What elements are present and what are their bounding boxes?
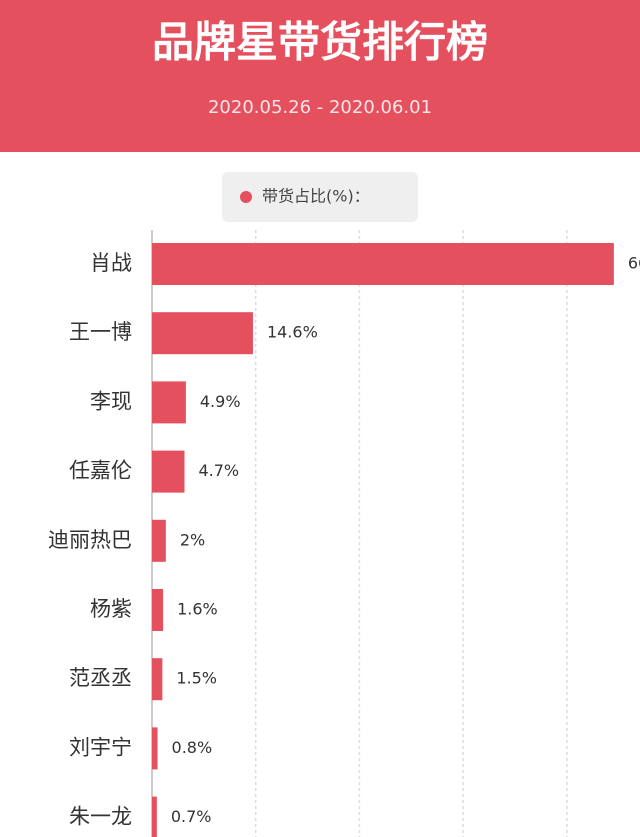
y-tick-label: 刘宇宁 — [69, 735, 132, 759]
subtitle: 2020.05.26 - 2020.06.01 — [208, 97, 432, 118]
legend-box — [222, 172, 418, 222]
value-label: 1.5% — [176, 669, 217, 688]
bar — [152, 243, 614, 285]
value-label: 1.6% — [177, 600, 218, 619]
plot: 肖战 66.8% 王一博 14.6% 李现 4.9% 任嘉伦 4.7% 迪丽热巴 2% 杨紫 1.6%… — [48, 230, 640, 837]
y-tick-label: 任嘉伦 — [69, 459, 132, 483]
bar — [152, 450, 185, 493]
bar — [152, 519, 166, 562]
value-label: 14.6% — [267, 323, 318, 342]
value-label: 2% — [180, 530, 205, 549]
bar — [152, 658, 163, 701]
title: 品牌星带货排行榜 — [152, 18, 488, 67]
value-label: 66.8% — [628, 254, 640, 273]
y-tick-label: 王一博 — [69, 320, 132, 344]
legend-label: 带货占比(%)： — [262, 187, 370, 206]
legend-swatch — [240, 191, 252, 203]
header-background — [0, 0, 640, 152]
bar — [152, 727, 158, 770]
bar — [152, 796, 157, 837]
bar — [152, 381, 186, 424]
bar — [152, 589, 164, 631]
value-label: 4.9% — [200, 392, 241, 411]
y-tick-label: 肖战 — [90, 251, 132, 275]
y-tick-label: 范丞丞 — [69, 666, 132, 690]
bar — [152, 312, 253, 355]
y-tick-label: 迪丽热巴 — [48, 528, 132, 552]
y-tick-label: 朱一龙 — [69, 805, 132, 829]
value-label: 0.8% — [172, 738, 213, 757]
value-label: 0.7% — [171, 807, 212, 826]
y-tick-label: 李现 — [90, 389, 132, 413]
value-label: 4.7% — [198, 461, 239, 480]
y-tick-label: 杨紫 — [90, 597, 132, 621]
